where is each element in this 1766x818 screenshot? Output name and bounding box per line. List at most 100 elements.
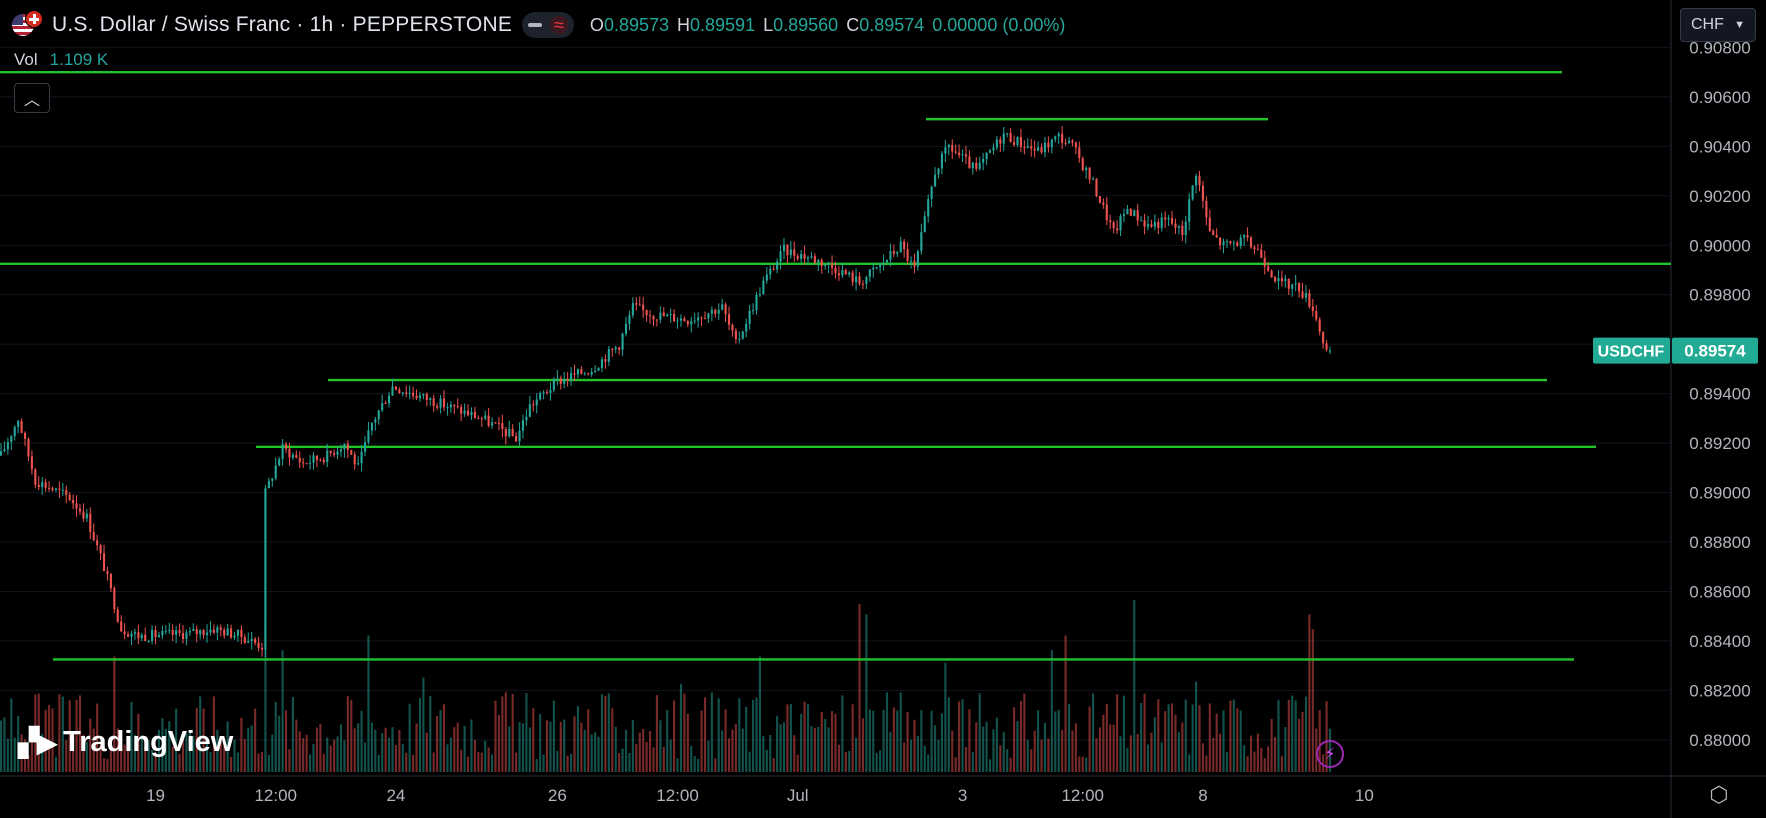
candle-body: [34, 469, 37, 485]
candle-body: [161, 630, 164, 636]
candle-body: [164, 630, 167, 632]
candle-body: [1232, 242, 1235, 244]
collapse-legend-button[interactable]: ︿: [14, 83, 50, 113]
volume-bar: [37, 693, 40, 772]
candle-body: [123, 631, 126, 635]
candle-body: [717, 309, 720, 314]
candle-body: [528, 404, 531, 417]
volume-bar: [662, 747, 665, 772]
candle-body: [223, 629, 226, 636]
candle-body: [1057, 133, 1060, 137]
volume-bar: [309, 754, 312, 772]
volume-bar: [195, 707, 198, 772]
volume-bar: [618, 753, 621, 772]
candle-body: [686, 321, 689, 325]
candle-body: [295, 454, 298, 458]
volume-bar: [752, 699, 755, 772]
volume-bar: [350, 699, 353, 772]
indicator-toggle[interactable]: ≈: [522, 12, 574, 38]
candle-body: [769, 268, 772, 275]
currency-selector[interactable]: CHF ▼: [1680, 8, 1756, 42]
volume-bar: [408, 703, 411, 772]
candle-body: [446, 407, 449, 409]
settings-icon[interactable]: ⬡: [1709, 782, 1729, 807]
volume-bar: [1222, 710, 1225, 772]
candle-body: [284, 443, 288, 449]
volume-bar: [607, 693, 610, 772]
candle-body: [1119, 216, 1122, 231]
candle-body: [1150, 224, 1153, 227]
volume-bar: [1098, 727, 1101, 772]
volume-bar: [1311, 629, 1314, 772]
volume-bar: [363, 742, 367, 772]
volume-bar: [865, 614, 868, 772]
volume-bar: [82, 734, 85, 772]
candle-body: [326, 450, 329, 463]
candle-body: [350, 449, 353, 455]
volume-bar: [13, 737, 16, 772]
volume-bar: [697, 758, 700, 772]
volume-bar: [611, 708, 614, 772]
volume-bar: [968, 709, 971, 772]
candle-body: [515, 435, 518, 442]
candle-body: [75, 503, 78, 509]
volume-bar: [418, 698, 422, 772]
candle-body: [1315, 311, 1318, 320]
candle-body: [484, 415, 487, 419]
candle-body: [762, 280, 765, 295]
candle-body: [1208, 217, 1211, 231]
candle-body: [27, 438, 30, 457]
volume-bar: [1191, 704, 1194, 772]
candle-body: [1301, 291, 1304, 298]
candle-body: [648, 315, 652, 317]
volume-bar: [837, 744, 840, 772]
volume-bar: [151, 749, 154, 772]
candle-body: [1116, 228, 1119, 231]
volume-bar: [934, 725, 937, 772]
volume-bar: [422, 677, 425, 772]
volume-bar: [1270, 718, 1273, 772]
candle-body: [851, 272, 854, 283]
candle-body: [1260, 249, 1263, 258]
candle-body: [1013, 142, 1016, 145]
candle-body: [861, 283, 865, 285]
candle-body: [1174, 223, 1177, 228]
volume-bar: [1119, 736, 1122, 772]
candle-body: [597, 368, 600, 371]
candle-body: [357, 463, 360, 465]
candle-body: [439, 398, 442, 408]
volume-bar: [535, 758, 538, 772]
chevron-up-icon: ︿: [23, 92, 40, 109]
volume-bar: [1318, 710, 1321, 772]
price-tick-label: 0.90800: [1689, 38, 1750, 57]
candle-body: [559, 378, 562, 384]
candle-body: [415, 395, 418, 399]
lightning-icon[interactable]: ⚡: [1316, 740, 1344, 768]
volume-bar: [1160, 742, 1163, 772]
price-tick-label: 0.90400: [1689, 137, 1750, 156]
candle-body: [782, 244, 786, 252]
volume-bar: [738, 698, 741, 772]
volume-bar: [168, 721, 171, 772]
volume-bar: [879, 750, 882, 772]
volume-bar: [621, 748, 624, 772]
candle-body: [1071, 140, 1074, 143]
candle-body: [257, 642, 260, 648]
candle-body: [470, 411, 473, 416]
volume-bar: [6, 738, 9, 772]
volume-bar: [1074, 723, 1077, 772]
candle-body: [473, 411, 476, 419]
candle-body: [1153, 222, 1156, 227]
symbol-title[interactable]: U.S. Dollar / Swiss Franc · 1h · PEPPERS…: [52, 13, 513, 36]
volume-bar: [92, 728, 95, 772]
volume-bar: [401, 743, 404, 772]
volume-bar: [302, 738, 305, 772]
volume-bar: [171, 746, 174, 772]
volume-bar: [1030, 749, 1033, 772]
candle-body: [127, 634, 130, 637]
volume-bar: [916, 735, 919, 772]
volume-bar: [30, 733, 33, 772]
candle-body: [552, 379, 555, 391]
candle-body: [652, 316, 655, 320]
